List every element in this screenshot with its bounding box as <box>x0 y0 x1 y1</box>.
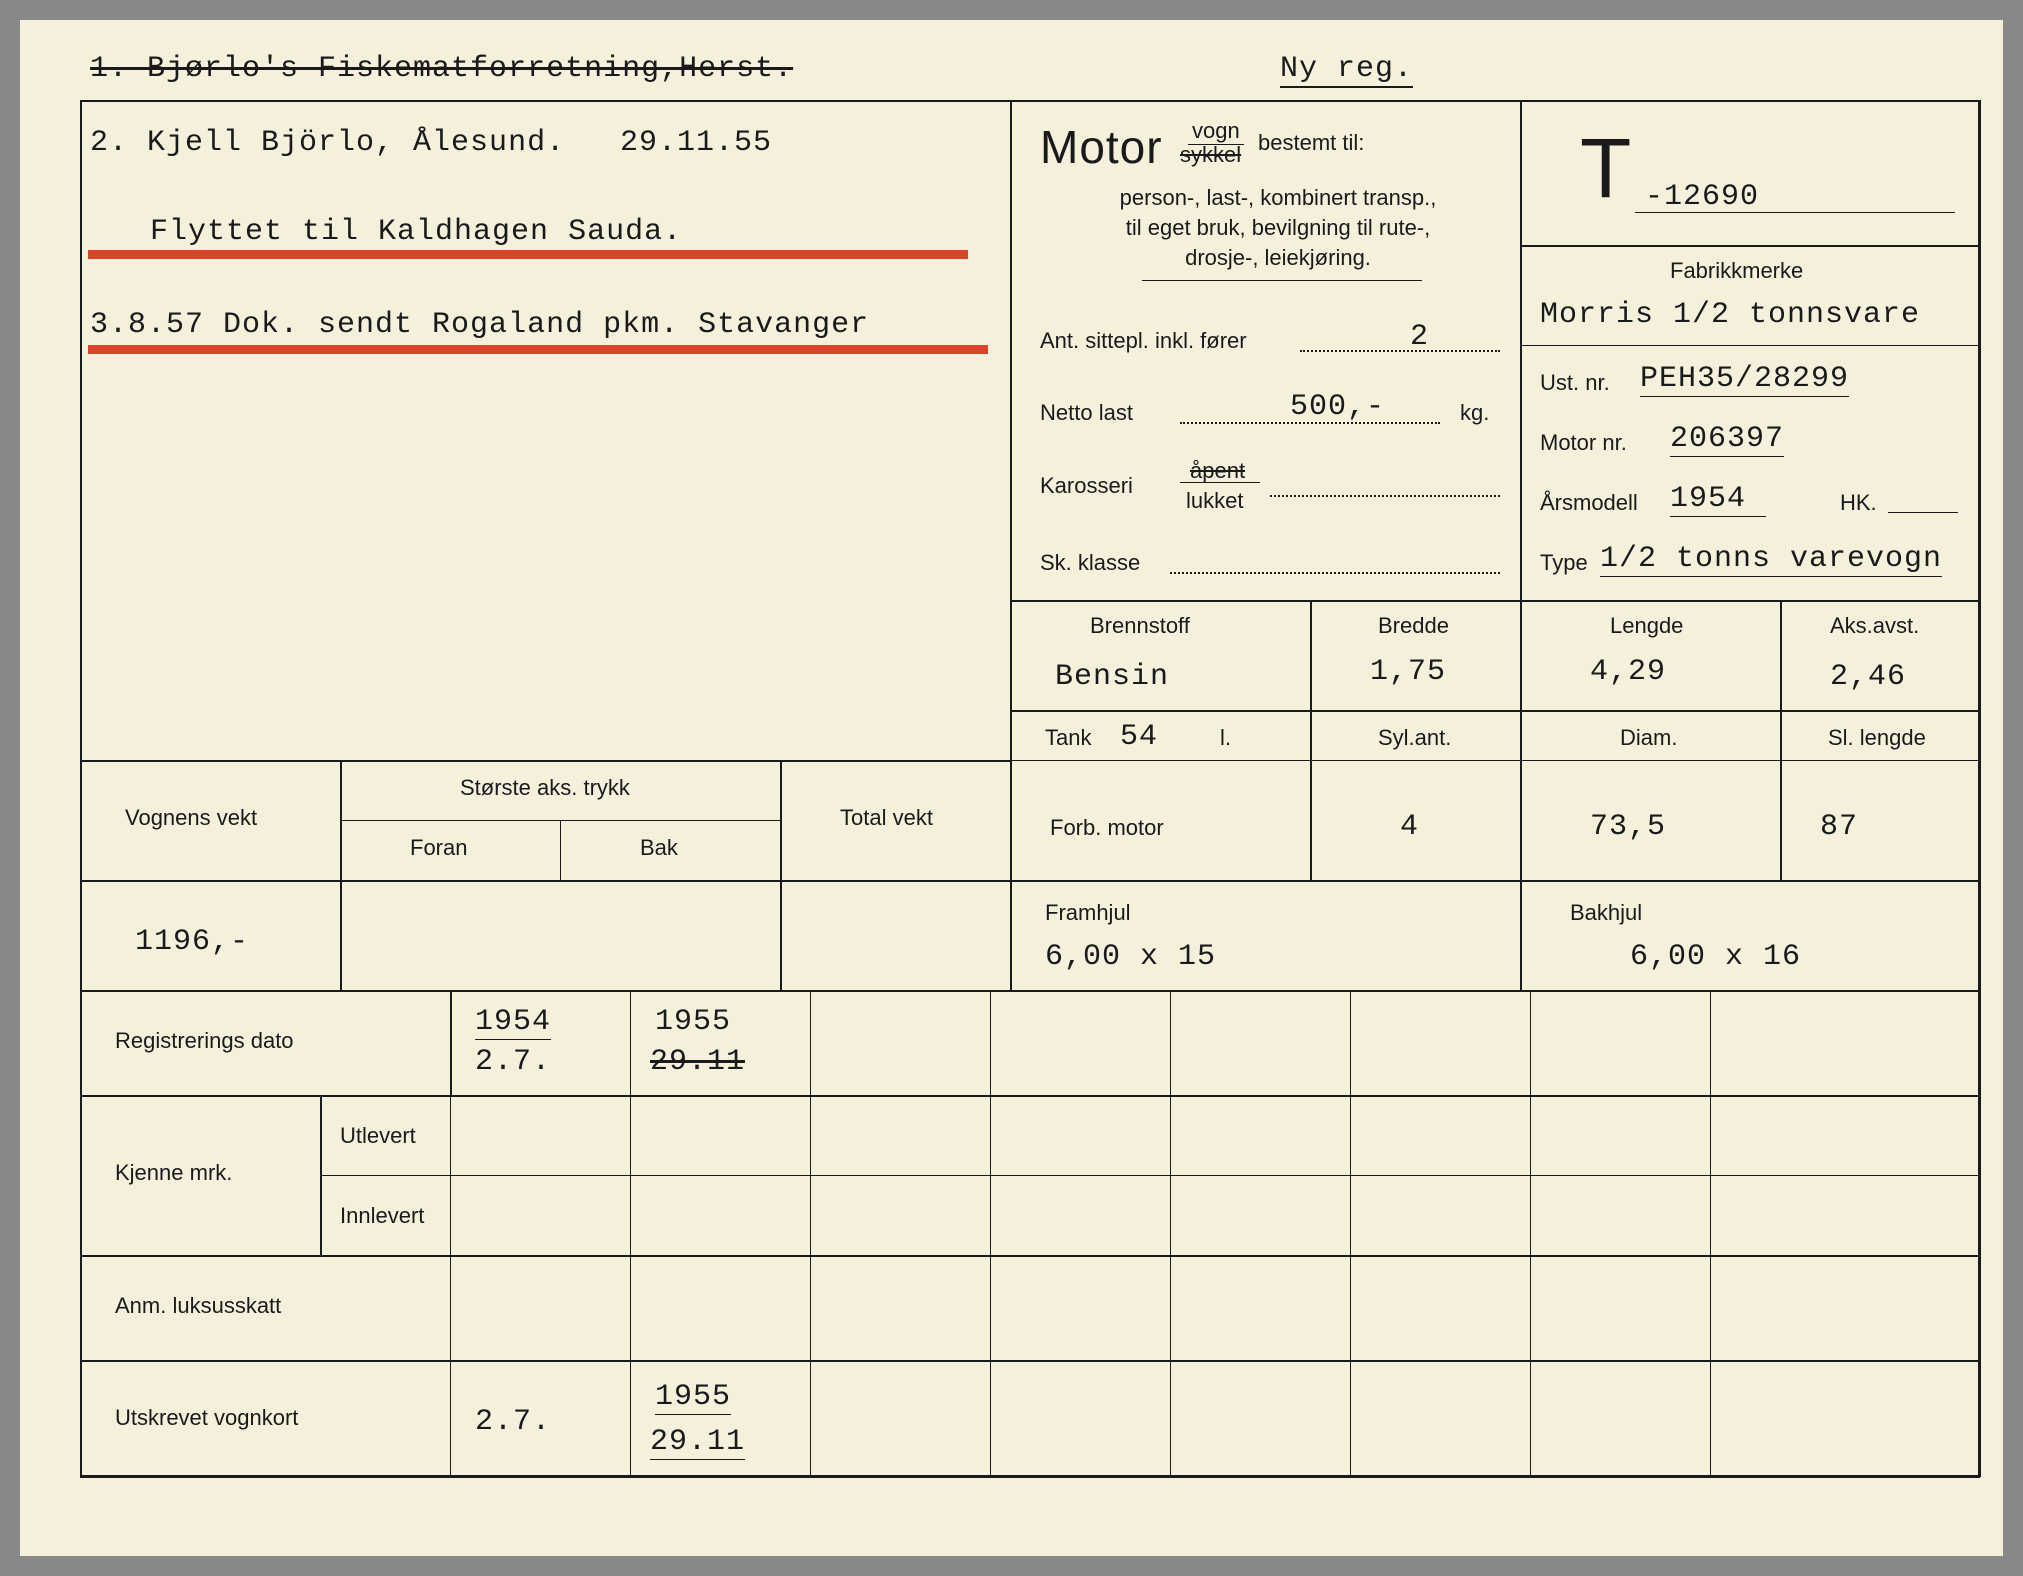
fabrikkmerke-value: Morris 1/2 tonnsvare <box>1540 298 1920 332</box>
innlevert-label: Innlevert <box>340 1203 424 1229</box>
owner-line-1: 1. Bjørlo's Fiskematforretning,Herst. <box>90 52 793 86</box>
lengde-value: 4,29 <box>1590 655 1666 689</box>
reg-d2: 29.11 <box>650 1045 745 1079</box>
sllengde-value: 87 <box>1820 810 1858 844</box>
netto-unit: kg. <box>1460 400 1489 426</box>
t-regno: -12690 <box>1645 180 1759 214</box>
registration-card: 1. Bjørlo's Fiskematforretning,Herst. Ny… <box>80 80 1943 1496</box>
moved-line: Flyttet til Kaldhagen Sauda. <box>150 215 682 249</box>
bakhjul-label: Bakhjul <box>1570 900 1642 926</box>
vognens-vekt-label: Vognens vekt <box>125 805 257 831</box>
sittepl-value: 2 <box>1410 320 1429 354</box>
aksavst-value: 2,46 <box>1830 660 1906 694</box>
karosseri-lukket: lukket <box>1186 488 1243 514</box>
utskrevet-label: Utskrevet vognkort <box>115 1405 298 1431</box>
totalvekt-label: Total vekt <box>840 805 933 831</box>
diam-value: 73,5 <box>1590 810 1666 844</box>
netto-value: 500,- <box>1290 390 1385 424</box>
bredde-value: 1,75 <box>1370 655 1446 689</box>
karosseri-apent: åpent <box>1190 458 1245 484</box>
bredde-label: Bredde <box>1378 613 1449 639</box>
sittepl-label: Ant. sittepl. inkl. fører <box>1040 328 1247 354</box>
ut-d2: 29.11 <box>650 1425 745 1460</box>
motor-desc2: til eget bruk, bevilgning til rute-, <box>1058 215 1498 241</box>
type-value: 1/2 tonns varevogn <box>1600 542 1942 577</box>
brennstoff-value: Bensin <box>1055 660 1169 694</box>
tank-value: 54 <box>1120 720 1158 754</box>
note-line: 3.8.57 Dok. sendt Rogaland pkm. Stavange… <box>90 308 869 342</box>
fabrikkmerke-label: Fabrikkmerke <box>1670 258 1803 284</box>
bak-label: Bak <box>640 835 678 861</box>
storste-label: Største aks. trykk <box>460 775 630 801</box>
motor-title: Motor <box>1040 120 1163 174</box>
framhjul-value: 6,00 x 15 <box>1045 940 1216 974</box>
utlevert-label: Utlevert <box>340 1123 416 1149</box>
motor-desc1: person-, last-, kombinert transp., <box>1058 185 1498 211</box>
aksavst-label: Aks.avst. <box>1830 613 1919 639</box>
motor-bestemt: bestemt til: <box>1258 130 1364 156</box>
sllengde-label: Sl. lengde <box>1828 725 1926 751</box>
vognens-vekt-value: 1196,- <box>135 925 249 959</box>
page: 1. Bjørlo's Fiskematforretning,Herst. Ny… <box>20 20 2003 1556</box>
motor-vogn: vogn <box>1188 118 1244 145</box>
arsmodell-label: Årsmodell <box>1540 490 1638 516</box>
karosseri-label: Karosseri <box>1040 473 1133 499</box>
ust-value: PEH35/28299 <box>1640 362 1849 397</box>
ut-y2: 1955 <box>655 1380 731 1415</box>
netto-label: Netto last <box>1040 400 1133 426</box>
lengde-label: Lengde <box>1610 613 1683 639</box>
motor-desc3: drosje-, leiekjøring. <box>1058 245 1498 271</box>
reg-dato-label: Registrerings dato <box>115 1028 294 1054</box>
arsmodell-value: 1954 <box>1670 482 1766 517</box>
kjenne-label: Kjenne mrk. <box>115 1160 232 1186</box>
motor-nr-label: Motor nr. <box>1540 430 1627 456</box>
motor-sykkel: sykkel <box>1180 142 1241 168</box>
reg-y1: 1954 <box>475 1005 551 1040</box>
owner-line-2-date: 29.11.55 <box>620 126 772 160</box>
ut-d1: 2.7. <box>475 1405 551 1439</box>
t-letter: T <box>1580 120 1631 217</box>
hk-label: HK. <box>1840 490 1877 516</box>
owner-line-2-name: 2. Kjell Björlo, Ålesund. <box>90 126 565 160</box>
reg-d1: 2.7. <box>475 1045 551 1079</box>
sylant-label: Syl.ant. <box>1378 725 1451 751</box>
tank-label: Tank <box>1045 725 1091 751</box>
framhjul-label: Framhjul <box>1045 900 1131 926</box>
diam-label: Diam. <box>1620 725 1677 751</box>
ust-label: Ust. nr. <box>1540 370 1610 396</box>
foran-label: Foran <box>410 835 467 861</box>
brennstoff-label: Brennstoff <box>1090 613 1190 639</box>
ny-reg: Ny reg. <box>1280 52 1413 88</box>
forbmotor-value: 4 <box>1400 810 1419 844</box>
bakhjul-value: 6,00 x 16 <box>1630 940 1801 974</box>
skklasse-label: Sk. klasse <box>1040 550 1140 576</box>
reg-y2: 1955 <box>655 1005 731 1039</box>
type-label: Type <box>1540 550 1588 576</box>
anm-label: Anm. luksusskatt <box>115 1293 281 1319</box>
motor-nr-value: 206397 <box>1670 422 1784 457</box>
tank-unit: l. <box>1220 725 1231 751</box>
forbmotor-label: Forb. motor <box>1050 815 1164 841</box>
